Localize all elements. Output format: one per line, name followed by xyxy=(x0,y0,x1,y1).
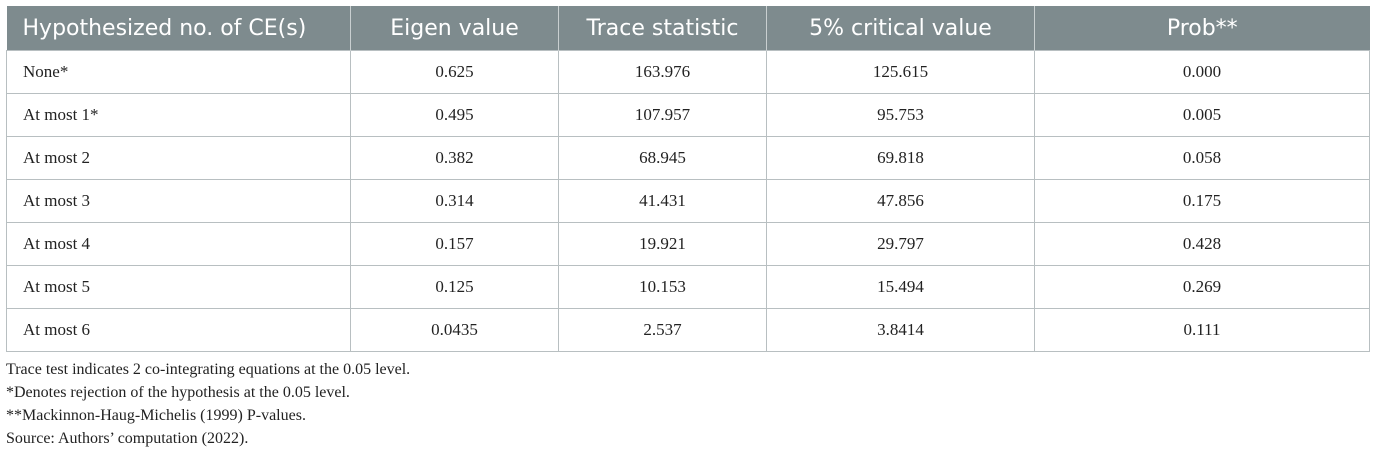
cell-prob: 0.175 xyxy=(1034,179,1370,223)
cell-hypothesis: At most 6 xyxy=(6,308,351,352)
header-hypothesized-ce: Hypothesized no. of CE(s) xyxy=(6,6,351,51)
table-row: None* 0.625 163.976 125.615 0.000 xyxy=(6,50,1370,94)
cell-trace-statistic: 41.431 xyxy=(558,179,767,223)
table-row: At most 1* 0.495 107.957 95.753 0.005 xyxy=(6,93,1370,137)
cell-eigen-value: 0.157 xyxy=(350,222,559,266)
cell-trace-statistic: 163.976 xyxy=(558,50,767,94)
cell-eigen-value: 0.314 xyxy=(350,179,559,223)
cell-prob: 0.428 xyxy=(1034,222,1370,266)
table-footnotes: Trace test indicates 2 co-integrating eq… xyxy=(6,358,410,450)
cell-hypothesis: At most 5 xyxy=(6,265,351,309)
cell-prob: 0.000 xyxy=(1034,50,1370,94)
header-prob: Prob** xyxy=(1034,6,1370,51)
header-trace-statistic: Trace statistic xyxy=(558,6,767,51)
footnote-rejection: *Denotes rejection of the hypothesis at … xyxy=(6,384,350,401)
cointegration-trace-test-table: Hypothesized no. of CE(s) Eigen value Tr… xyxy=(6,6,1370,352)
cell-hypothesis: At most 1* xyxy=(6,93,351,137)
cell-hypothesis: None* xyxy=(6,50,351,94)
cell-critical-value: 47.856 xyxy=(766,179,1035,223)
cell-trace-statistic: 107.957 xyxy=(558,93,767,137)
cell-critical-value: 125.615 xyxy=(766,50,1035,94)
table-header-row: Hypothesized no. of CE(s) Eigen value Tr… xyxy=(6,6,1370,51)
cell-eigen-value: 0.382 xyxy=(350,136,559,180)
cell-critical-value: 69.818 xyxy=(766,136,1035,180)
footnote-p-values: **Mackinnon-Haug-Michelis (1999) P-value… xyxy=(6,407,306,424)
cell-prob: 0.269 xyxy=(1034,265,1370,309)
cell-trace-statistic: 2.537 xyxy=(558,308,767,352)
table-row: At most 2 0.382 68.945 69.818 0.058 xyxy=(6,136,1370,180)
cell-critical-value: 3.8414 xyxy=(766,308,1035,352)
table-row: At most 5 0.125 10.153 15.494 0.269 xyxy=(6,265,1370,309)
header-critical-value: 5% critical value xyxy=(766,6,1035,51)
footnote-trace-test: Trace test indicates 2 co-integrating eq… xyxy=(6,361,411,378)
cell-eigen-value: 0.495 xyxy=(350,93,559,137)
cell-eigen-value: 0.625 xyxy=(350,50,559,94)
table-row: At most 3 0.314 41.431 47.856 0.175 xyxy=(6,179,1370,223)
cell-hypothesis: At most 2 xyxy=(6,136,351,180)
cell-critical-value: 95.753 xyxy=(766,93,1035,137)
cell-prob: 0.005 xyxy=(1034,93,1370,137)
cell-prob: 0.111 xyxy=(1034,308,1370,352)
cell-hypothesis: At most 3 xyxy=(6,179,351,223)
cell-trace-statistic: 10.153 xyxy=(558,265,767,309)
cell-eigen-value: 0.0435 xyxy=(350,308,559,352)
header-eigen-value: Eigen value xyxy=(350,6,559,51)
table-row: At most 4 0.157 19.921 29.797 0.428 xyxy=(6,222,1370,266)
footnote-source: Source: Authors’ computation (2022). xyxy=(6,430,249,447)
cell-hypothesis: At most 4 xyxy=(6,222,351,266)
cell-prob: 0.058 xyxy=(1034,136,1370,180)
cointegration-table-container: Hypothesized no. of CE(s) Eigen value Tr… xyxy=(6,6,1370,352)
cell-trace-statistic: 68.945 xyxy=(558,136,767,180)
table-row: At most 6 0.0435 2.537 3.8414 0.111 xyxy=(6,308,1370,352)
cell-critical-value: 29.797 xyxy=(766,222,1035,266)
cell-eigen-value: 0.125 xyxy=(350,265,559,309)
cell-trace-statistic: 19.921 xyxy=(558,222,767,266)
cell-critical-value: 15.494 xyxy=(766,265,1035,309)
